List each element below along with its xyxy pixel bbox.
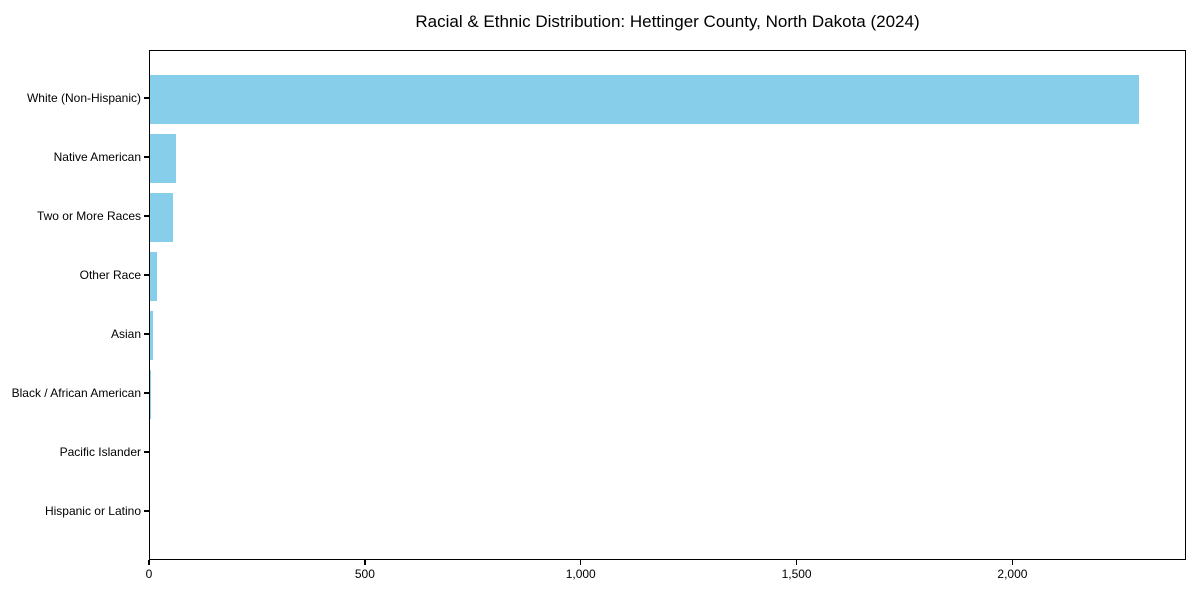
bar-asian — [150, 310, 154, 360]
bar-white-non-hispanic — [150, 74, 1139, 124]
y-tick-mark — [144, 333, 149, 335]
y-tick-mark — [144, 510, 149, 512]
y-tick-label-hispanic-or-latino: Hispanic or Latino — [44, 504, 141, 518]
x-tick-label-2000: 2,000 — [997, 567, 1028, 581]
plot-area — [149, 50, 1186, 560]
bar-other-race — [150, 251, 157, 301]
y-tick-label-other-race: Other Race — [79, 268, 141, 282]
chart-title: Racial & Ethnic Distribution: Hettinger … — [415, 12, 920, 31]
x-tick-mark — [1011, 560, 1014, 565]
y-tick-mark — [144, 97, 149, 99]
y-tick-label-two-or-more-races: Two or More Races — [36, 209, 141, 223]
bar-two-or-more-races — [150, 192, 173, 242]
y-tick-label-asian: Asian — [110, 327, 141, 341]
y-tick-mark — [144, 274, 149, 276]
x-tick-label-1000: 1,000 — [565, 567, 596, 581]
x-tick-mark — [148, 560, 150, 565]
bar-black-african-american — [150, 369, 151, 419]
y-tick-mark — [144, 392, 149, 394]
y-tick-label-white-non-hispanic: White (Non-Hispanic) — [26, 91, 141, 105]
x-tick-mark — [579, 560, 582, 565]
x-tick-mark — [364, 560, 366, 565]
y-tick-mark — [144, 215, 149, 217]
bar-native-american — [150, 133, 176, 183]
y-tick-label-black-african-american: Black / African American — [11, 386, 141, 400]
x-tick-label-0: 0 — [145, 567, 153, 581]
y-tick-label-pacific-islander: Pacific Islander — [59, 445, 141, 459]
y-tick-mark — [144, 156, 149, 158]
x-tick-label-1500: 1,500 — [781, 567, 812, 581]
x-tick-mark — [795, 560, 798, 565]
y-tick-label-native-american: Native American — [53, 150, 141, 164]
y-tick-mark — [144, 451, 149, 453]
x-tick-label-500: 500 — [354, 567, 375, 581]
